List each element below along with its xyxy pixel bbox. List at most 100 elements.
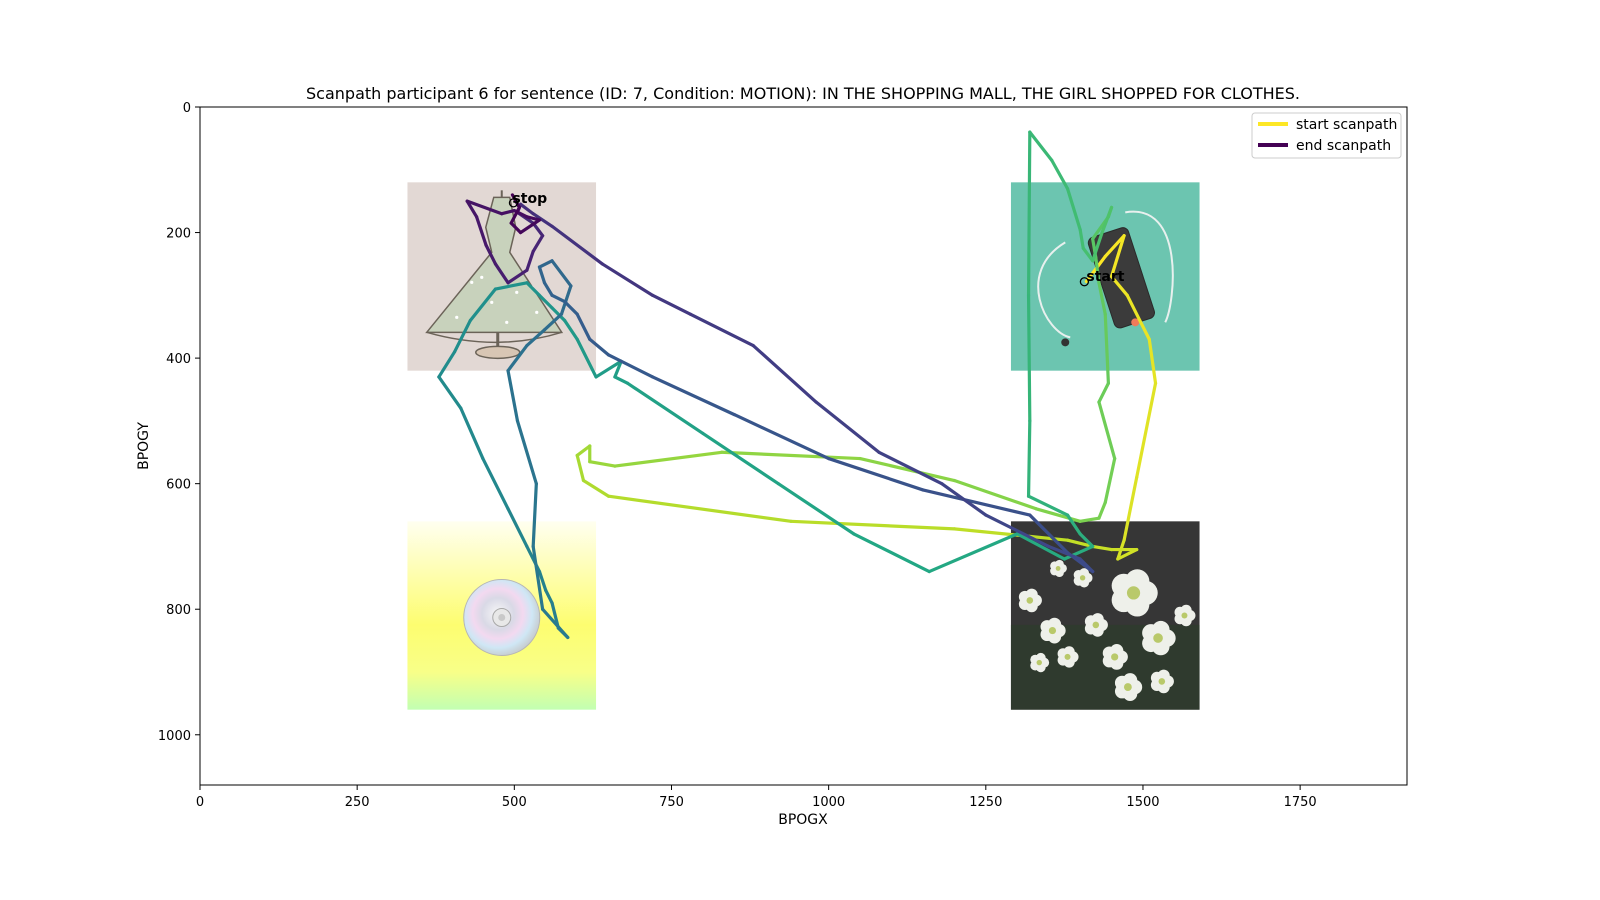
start-stop-markers: start stop [508,191,1125,287]
y-axis-ticks: 0 200 400 600 800 1000 [158,101,200,744]
x-tick-label: 1000 [812,795,845,810]
scanpath-segment [952,478,1038,511]
scanpath-segment [1078,516,1101,523]
scanpath-segment [506,507,529,549]
scanpath-segment [1097,381,1110,404]
scanpath-segment [509,205,521,225]
scanpath-segment [575,312,592,341]
scanpath-segment [607,494,793,523]
scanpath-segment [515,419,538,486]
scanpath-segment [581,478,611,498]
scanpath-segment [575,453,586,483]
scanpath-segment [1028,513,1070,555]
scanpath-segment [1065,538,1095,549]
scanpath-segment [537,259,554,269]
plot-area-frame [199,106,1408,786]
scanpath-segment [525,249,535,272]
scanpath-segment [1094,256,1101,285]
scanpath-segment [465,199,504,216]
scanpath-segment [1109,234,1126,279]
scanpath-segment [751,343,818,404]
legend: start scanpath end scanpath [1251,112,1402,159]
scanpath-segment [537,569,548,592]
scanpath-segment [550,259,573,288]
x-tick-label: 1250 [969,795,1002,810]
scanpath-segment [921,488,1032,517]
scanpath-segment [588,337,611,357]
scanpath-segment [537,293,554,310]
scanpath-segment [827,456,925,492]
y-tick-label: 1000 [158,729,191,744]
scanpath-segment [459,406,485,461]
scanpath-segment [1065,513,1082,536]
scanpath-segment [493,281,529,291]
start-label: start [1086,269,1124,285]
scanpath-segment [544,588,554,605]
scanpath-segment [1091,544,1114,552]
white-flowers-image [1010,521,1200,710]
scanpath-segment [519,218,542,235]
scanpath-segment [1015,532,1066,561]
scanpath-segment [1100,205,1114,235]
scanpath-segment [506,343,529,373]
scanpath-segment [1062,544,1095,561]
scanpath-segment [613,359,623,379]
scanpath-segment [531,482,538,549]
scanpath-segment [509,221,523,235]
scanpath-segment [1122,475,1139,542]
legend-label-start: start scanpath [1296,117,1397,133]
scanpath-segment [563,318,579,341]
scanpath-segment [776,482,856,536]
x-tick-label: 250 [345,795,370,810]
legend-frame [1251,112,1402,159]
y-tick-label: 600 [166,478,191,493]
scanpath-segment [789,519,956,531]
scanpath-segment [1097,400,1117,461]
y-tick-label: 800 [166,603,191,618]
scanpath-segment [510,193,521,210]
scanpath-segment [651,293,692,316]
scanpath-segment [1109,274,1129,297]
scanpath-segment [1026,130,1032,297]
scanpath-segment [732,413,831,461]
scanpath-segment [1028,130,1054,162]
scanpath-segment [1147,337,1158,385]
scanpath-segment [1026,419,1032,498]
scanpath-segment [542,281,554,297]
scanpath-segment [1135,381,1158,479]
scanpath-segment [531,221,545,238]
scanpath-segment [500,208,516,216]
scanpath-segment [688,312,755,348]
scanpath-segment [525,328,547,348]
scanpath-segment [506,369,520,423]
y-axis-label: BPOGY [136,422,152,470]
x-axis-ticks: 0 250 500 750 1000 1250 1500 1750 [196,785,1317,810]
scanpath-segment [519,202,535,216]
scanpath-segment [484,243,498,266]
scanpath-segment [541,607,570,640]
scanpath-segment [1034,507,1082,523]
scanpath-segment [1026,494,1070,517]
scanpath-segment [465,199,479,219]
scanpath-segment [1026,293,1032,423]
x-tick-label: 500 [502,795,527,810]
scanpath-segment [1091,230,1104,263]
chart-title: Scanpath participant 6 for sentence (ID:… [306,84,1300,103]
scanpath-segment [531,234,545,253]
scanpath-segment [506,268,529,285]
scanpath-segment [550,224,604,266]
scanpath-segment [814,400,881,454]
scanpath-segment [625,381,705,436]
scanpath-segment [563,300,579,316]
scanpath-segment [1047,544,1082,561]
scanpath-segment [720,450,862,461]
y-tick-label: 400 [166,352,191,367]
scanpath-segment [1081,246,1095,263]
scanpath-segment [1097,281,1107,316]
scanpath-segment [940,482,988,517]
scanpath-segment [437,350,457,379]
scanpath-segment [537,265,547,285]
scanpath-segment [453,318,472,354]
scanpath-segment [594,359,623,379]
scanpath-segment [613,450,724,468]
